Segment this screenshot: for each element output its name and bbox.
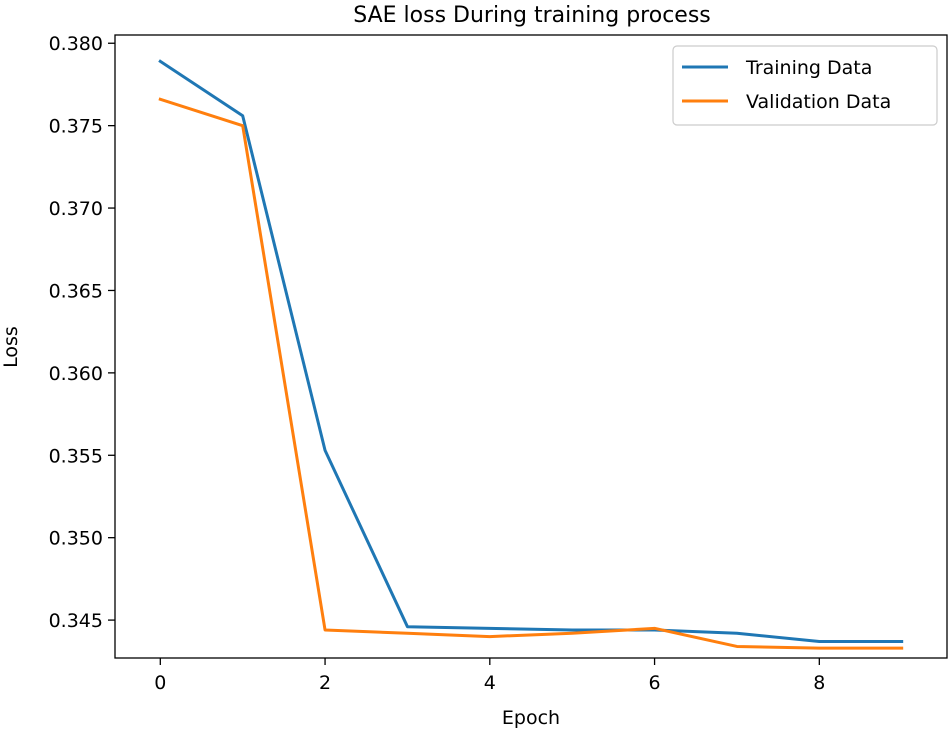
- y-tick-label: 0.360: [49, 363, 103, 385]
- legend-label-training: Training Data: [745, 57, 872, 79]
- y-tick-label: 0.365: [49, 280, 103, 302]
- y-tick-label: 0.375: [49, 116, 103, 138]
- x-axis-label: Epoch: [502, 707, 560, 729]
- x-tick-label: 2: [319, 672, 331, 694]
- y-tick-label: 0.370: [49, 198, 103, 220]
- y-tick-label: 0.355: [49, 445, 103, 467]
- x-tick-label: 0: [154, 672, 166, 694]
- legend-frame: [672, 45, 938, 126]
- legend: Training Data Validation Data: [672, 45, 938, 126]
- y-tick-label: 0.350: [49, 528, 103, 550]
- x-axis-ticks: 0 2 4 6 8: [154, 658, 825, 694]
- y-tick-label: 0.380: [49, 33, 103, 55]
- x-tick-label: 6: [649, 672, 661, 694]
- series-line-validation-data: [158, 97, 904, 650]
- y-axis-label: Loss: [0, 326, 22, 368]
- series-line-training-data: [158, 59, 904, 644]
- chart-title: SAE loss During training process: [353, 3, 711, 28]
- plot-area-frame: [114, 34, 948, 659]
- x-tick-label: 8: [813, 672, 825, 694]
- y-tick-label: 0.345: [49, 610, 103, 632]
- series-lines: [158, 59, 904, 650]
- legend-label-validation: Validation Data: [746, 91, 891, 113]
- y-axis-ticks: 0.345 0.350 0.355 0.360 0.365 0.370 0.375 0.380: [49, 33, 115, 632]
- x-tick-label: 4: [484, 672, 496, 694]
